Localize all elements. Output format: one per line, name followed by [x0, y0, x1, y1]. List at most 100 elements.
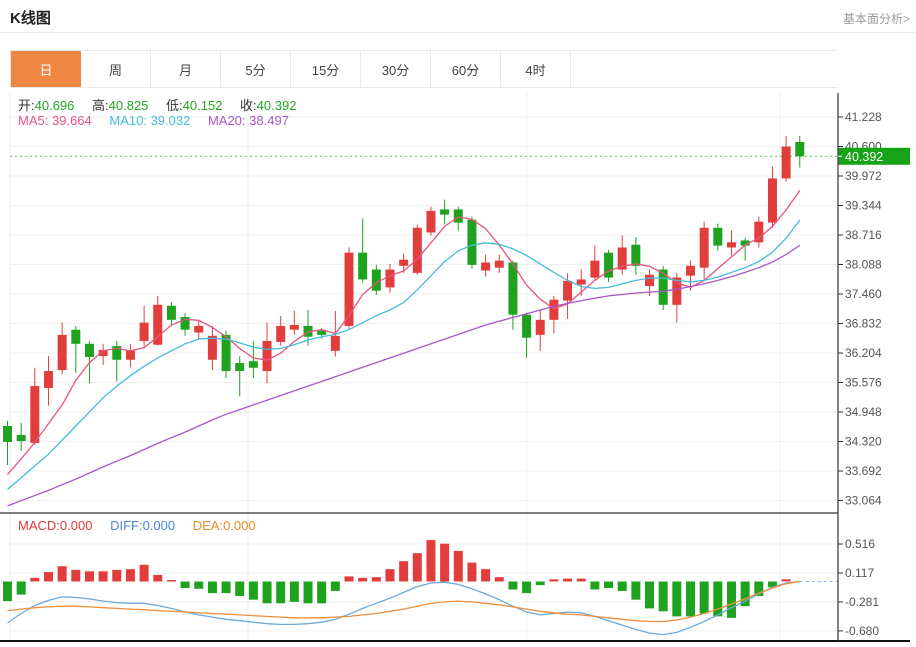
macd-bar	[385, 569, 395, 582]
main-axis-label: 35.576	[845, 376, 882, 390]
tab-日[interactable]: 日	[11, 51, 81, 87]
tab-60分[interactable]: 60分	[431, 51, 501, 87]
candle-body	[235, 363, 245, 372]
candle-body	[604, 252, 614, 278]
low-value: 40.152	[182, 98, 223, 113]
ma20-label: MA20:	[207, 113, 246, 128]
candle-body	[686, 265, 695, 276]
candle-body	[194, 325, 204, 333]
macd-bar	[481, 569, 491, 582]
candle-body	[371, 269, 381, 291]
macd-bar	[440, 543, 450, 582]
fundamental-analysis-link[interactable]: 基本面分析>	[842, 12, 910, 26]
candle-body	[330, 335, 340, 351]
price-badge	[838, 147, 910, 165]
macd-bar	[713, 581, 723, 617]
candle-body	[317, 330, 327, 335]
tab-4时[interactable]: 4时	[501, 51, 571, 87]
macd-bar	[549, 579, 559, 582]
macd-bar	[726, 581, 736, 618]
macd-bar	[166, 580, 176, 582]
macd-bar	[781, 579, 791, 582]
macd-bar	[631, 581, 641, 600]
tab-月[interactable]: 月	[151, 51, 221, 87]
macd-row: MACD:0.000 DIFF:0.000 DEA:0.000	[18, 518, 270, 533]
candle-body	[248, 361, 258, 368]
macd-bar	[617, 581, 627, 591]
close-value: 40.392	[256, 98, 297, 113]
ma10-value: 39.032	[150, 113, 191, 128]
candle-body	[98, 349, 108, 357]
macd-axis-label: -0.680	[845, 624, 879, 638]
candle-body	[726, 242, 736, 248]
period-tabbar: 日周月 5分 15分 30分 60分 4时	[10, 50, 838, 88]
macd-bar	[125, 569, 135, 582]
candle-body	[3, 425, 12, 442]
tab-15分[interactable]: 15分	[291, 51, 361, 87]
high-value: 40.825	[108, 98, 149, 113]
candle-body	[71, 329, 81, 344]
diff-value: 0.000	[142, 518, 176, 533]
main-axis-label: 34.320	[845, 435, 882, 449]
macd-bar	[686, 581, 695, 617]
ohlc-row: 开:40.696 高:40.825 低:40.152 收:40.392	[18, 95, 310, 114]
candle-body	[453, 209, 463, 223]
macd-bar	[330, 581, 340, 591]
candle-body	[658, 269, 668, 305]
macd-bar	[604, 581, 614, 589]
candle-body	[617, 247, 627, 270]
macd-bar	[112, 569, 122, 582]
tab-5分[interactable]: 5分	[221, 51, 291, 87]
price-badge-value: 40.392	[845, 150, 883, 164]
low-label: 低:	[166, 98, 183, 113]
macd-bar	[3, 581, 12, 602]
macd-bar	[262, 581, 272, 604]
macd-bar	[235, 581, 245, 597]
macd-bar	[303, 581, 313, 604]
macd-bar	[276, 581, 286, 604]
macd-bar	[344, 576, 354, 582]
candle-body	[153, 304, 163, 345]
candle-body	[699, 227, 709, 268]
macd-bar	[57, 566, 67, 582]
macd-bar	[289, 581, 299, 602]
dea-value: 0.000	[223, 518, 256, 533]
tab-周[interactable]: 周	[81, 51, 151, 87]
macd-bar	[494, 577, 504, 582]
high-label: 高:	[92, 98, 109, 113]
macd-bar	[180, 581, 190, 589]
macd-axis-label: -0.281	[845, 595, 879, 609]
macd-bar	[453, 550, 463, 582]
candle-body	[713, 227, 723, 246]
macd-bar	[30, 577, 40, 582]
candle-body	[781, 146, 791, 179]
candle-body	[180, 317, 190, 330]
main-axis-label: 41.228	[845, 110, 882, 124]
candle-body	[522, 314, 532, 338]
candle-body	[467, 219, 477, 265]
tab-30分[interactable]: 30分	[361, 51, 431, 87]
ma10-line	[7, 219, 801, 490]
macd-label: MACD:	[18, 518, 60, 533]
ma5-line	[7, 190, 801, 475]
candle-body	[767, 178, 777, 223]
macd-bar	[71, 569, 81, 582]
main-axis-label: 33.064	[845, 494, 882, 508]
main-axis-label: 33.692	[845, 464, 882, 478]
main-axis-label: 39.972	[845, 169, 882, 183]
ma5-value: 39.664	[51, 113, 92, 128]
diff-line	[7, 580, 800, 636]
main-axis-label: 37.460	[845, 287, 882, 301]
dea-label: DEA:	[192, 518, 224, 533]
macd-bar	[16, 581, 26, 595]
candle-body	[30, 386, 40, 443]
candle-body	[426, 210, 436, 233]
macd-bar	[699, 581, 709, 614]
candle-body	[84, 343, 94, 357]
open-value: 40.696	[34, 98, 75, 113]
macd-bar	[317, 581, 327, 604]
macd-bar	[426, 540, 436, 582]
macd-bar	[207, 581, 217, 594]
